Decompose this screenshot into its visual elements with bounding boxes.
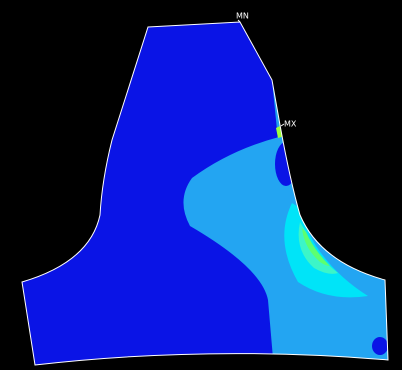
min-label: MN bbox=[236, 12, 249, 21]
higher-stress-region bbox=[298, 222, 338, 274]
peak-stress-region bbox=[302, 228, 330, 266]
high-stress-region bbox=[284, 203, 368, 298]
corner-region bbox=[372, 337, 388, 355]
min-pointer bbox=[237, 19, 241, 23]
tooth-outline bbox=[21, 21, 389, 366]
max-label: MX bbox=[284, 120, 297, 129]
max-pointer bbox=[280, 123, 285, 127]
